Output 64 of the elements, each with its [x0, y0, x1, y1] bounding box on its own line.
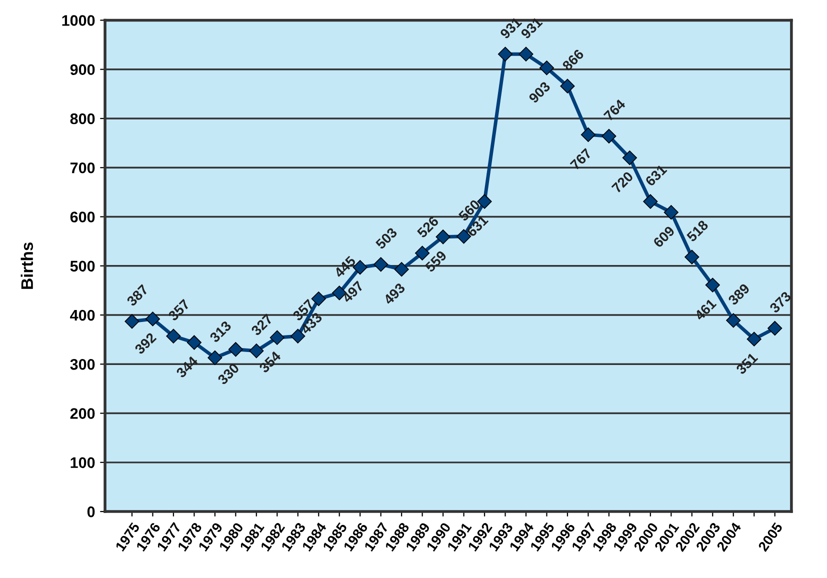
data-label: 373	[768, 290, 792, 314]
data-label: 493	[382, 282, 406, 306]
y-tick-label: 500	[70, 260, 95, 272]
data-label: 931	[499, 16, 522, 40]
point	[580, 127, 596, 142]
point	[374, 257, 388, 272]
point	[498, 46, 513, 62]
point	[622, 150, 637, 166]
point	[705, 278, 720, 292]
data-label: 344	[176, 355, 199, 378]
y-tick-label: 100	[70, 457, 95, 468]
data-label: 389	[727, 282, 750, 306]
data-label: 351	[735, 352, 758, 375]
point	[518, 46, 534, 62]
point	[560, 78, 575, 94]
point	[311, 292, 326, 306]
data-label: 631	[644, 164, 668, 187]
point	[726, 313, 741, 328]
y-tick-label: 300	[70, 359, 95, 370]
point	[684, 250, 700, 264]
point	[208, 350, 222, 366]
y-tick-label: 800	[70, 113, 95, 124]
y-tick-label: 1000	[62, 15, 95, 26]
data-label: 445	[333, 255, 356, 278]
data-label: 313	[209, 320, 232, 344]
y-axis-title: Births	[20, 242, 34, 289]
y-tick-label: 200	[70, 408, 95, 419]
y-tick-label: 700	[70, 162, 95, 174]
y-tick-label: 0	[87, 506, 95, 518]
point	[768, 320, 782, 336]
point	[664, 205, 678, 220]
point	[166, 328, 181, 344]
point	[228, 342, 243, 357]
point	[643, 194, 658, 209]
data-label: 354	[258, 350, 282, 374]
data-label: 461	[694, 298, 717, 321]
y-tick-label: 600	[70, 212, 95, 222]
point	[270, 330, 284, 345]
data-label: 609	[652, 225, 676, 248]
data-label: 764	[603, 98, 626, 122]
data-label: 392	[134, 332, 157, 355]
point	[145, 312, 160, 326]
point	[124, 314, 140, 329]
data-label: 720	[611, 170, 634, 194]
point	[746, 332, 762, 346]
data-label: 497	[341, 280, 364, 304]
point	[602, 128, 616, 144]
point	[394, 262, 409, 277]
y-tick-label: 400	[70, 310, 95, 321]
y-tick-label: 900	[70, 64, 95, 76]
data-label: 903	[528, 81, 551, 104]
data-label: 327	[250, 314, 274, 336]
data-label: 503	[375, 226, 398, 250]
data-label: 526	[416, 216, 440, 238]
data-label: 866	[562, 48, 584, 72]
data-label: 767	[570, 148, 592, 170]
data-label: 931	[520, 16, 543, 40]
point	[186, 335, 202, 350]
point	[539, 60, 554, 76]
data-label: 387	[126, 284, 149, 307]
data-label: 518	[686, 220, 709, 242]
data-label: 559	[424, 250, 448, 273]
data-label: 357	[168, 298, 190, 322]
data-label: 330	[217, 362, 240, 386]
